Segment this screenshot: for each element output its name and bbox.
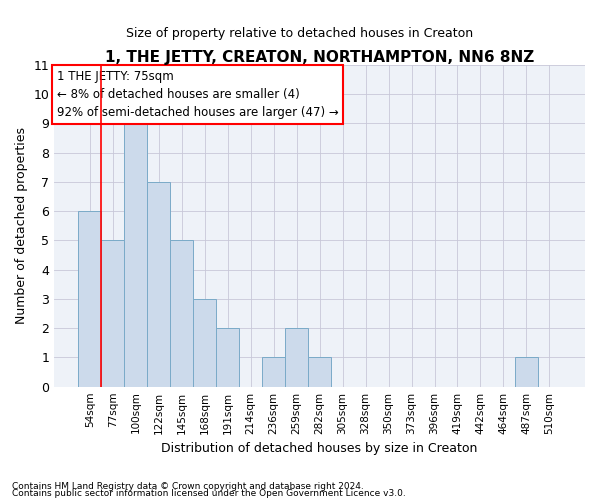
Bar xyxy=(285,328,308,386)
Bar xyxy=(79,211,101,386)
Bar xyxy=(193,299,216,386)
Text: Contains public sector information licensed under the Open Government Licence v3: Contains public sector information licen… xyxy=(12,490,406,498)
Bar xyxy=(170,240,193,386)
Bar xyxy=(216,328,239,386)
Text: Size of property relative to detached houses in Creaton: Size of property relative to detached ho… xyxy=(127,28,473,40)
Bar xyxy=(308,358,331,386)
Bar xyxy=(515,358,538,386)
X-axis label: Distribution of detached houses by size in Creaton: Distribution of detached houses by size … xyxy=(161,442,478,455)
Text: Contains HM Land Registry data © Crown copyright and database right 2024.: Contains HM Land Registry data © Crown c… xyxy=(12,482,364,491)
Y-axis label: Number of detached properties: Number of detached properties xyxy=(15,128,28,324)
Bar xyxy=(148,182,170,386)
Bar xyxy=(101,240,124,386)
Bar xyxy=(124,124,148,386)
Text: 1 THE JETTY: 75sqm
← 8% of detached houses are smaller (4)
92% of semi-detached : 1 THE JETTY: 75sqm ← 8% of detached hous… xyxy=(57,70,338,119)
Title: 1, THE JETTY, CREATON, NORTHAMPTON, NN6 8NZ: 1, THE JETTY, CREATON, NORTHAMPTON, NN6 … xyxy=(105,50,534,65)
Bar xyxy=(262,358,285,386)
